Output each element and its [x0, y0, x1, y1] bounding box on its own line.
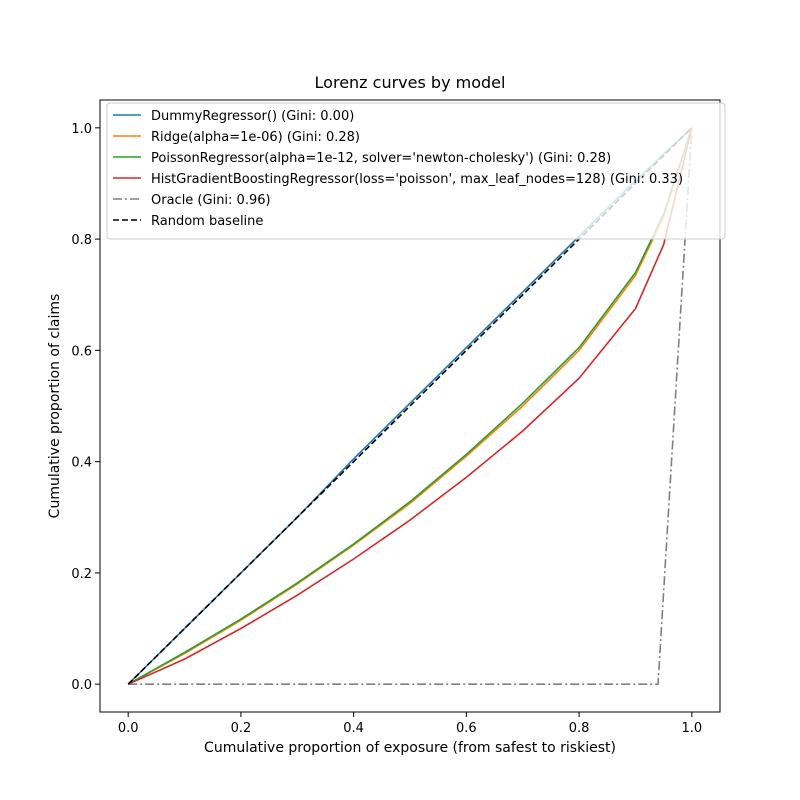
y-tick-label: 0.4 — [71, 456, 92, 471]
plot-frame — [99, 99, 721, 713]
series-line-4 — [128, 127, 693, 686]
legend-entry: HistGradientBoostingRegressor(loss='pois… — [151, 172, 683, 187]
series-line-1 — [127, 127, 693, 685]
chart-title: Lorenz curves by model — [315, 73, 506, 92]
legend-frame — [106, 102, 726, 240]
y-tick-label: 0.0 — [71, 678, 92, 693]
x-tick-label: 0.8 — [569, 721, 590, 736]
legend-entry: PoissonRegressor(alpha=1e-12, solver='ne… — [151, 151, 611, 166]
x-axis-ticks: 0.0 0.2 0.4 0.6 0.8 1.0 — [118, 712, 702, 736]
y-tick-label: 1.0 — [71, 122, 92, 137]
x-tick-label: 0.4 — [343, 721, 364, 736]
x-tick-label: 0.0 — [118, 721, 139, 736]
legend-entry: DummyRegressor() (Gini: 0.00) — [151, 109, 354, 124]
y-axis-ticks: 0.0 0.2 0.4 0.6 0.8 1.0 — [71, 122, 100, 693]
y-tick-label: 0.2 — [71, 567, 92, 582]
legend-entry: Ridge(alpha=1e-06) (Gini: 0.28) — [151, 130, 360, 145]
series-line-3 — [127, 127, 693, 685]
y-tick-label: 0.6 — [71, 344, 92, 359]
x-axis-label: Cumulative proportion of exposure (from … — [204, 740, 616, 756]
legend-entry: Random baseline — [151, 214, 263, 229]
y-axis-label: Cumulative proportion of claims — [47, 294, 63, 519]
x-tick-label: 1.0 — [681, 721, 702, 736]
y-tick-label: 0.8 — [71, 233, 92, 248]
legend: DummyRegressor() (Gini: 0.00) Ridge(alpha… — [106, 102, 726, 240]
x-tick-label: 0.2 — [231, 721, 252, 736]
legend-entry: Oracle (Gini: 0.96) — [151, 193, 271, 208]
x-tick-label: 0.6 — [456, 721, 477, 736]
series-line-2 — [127, 127, 693, 685]
